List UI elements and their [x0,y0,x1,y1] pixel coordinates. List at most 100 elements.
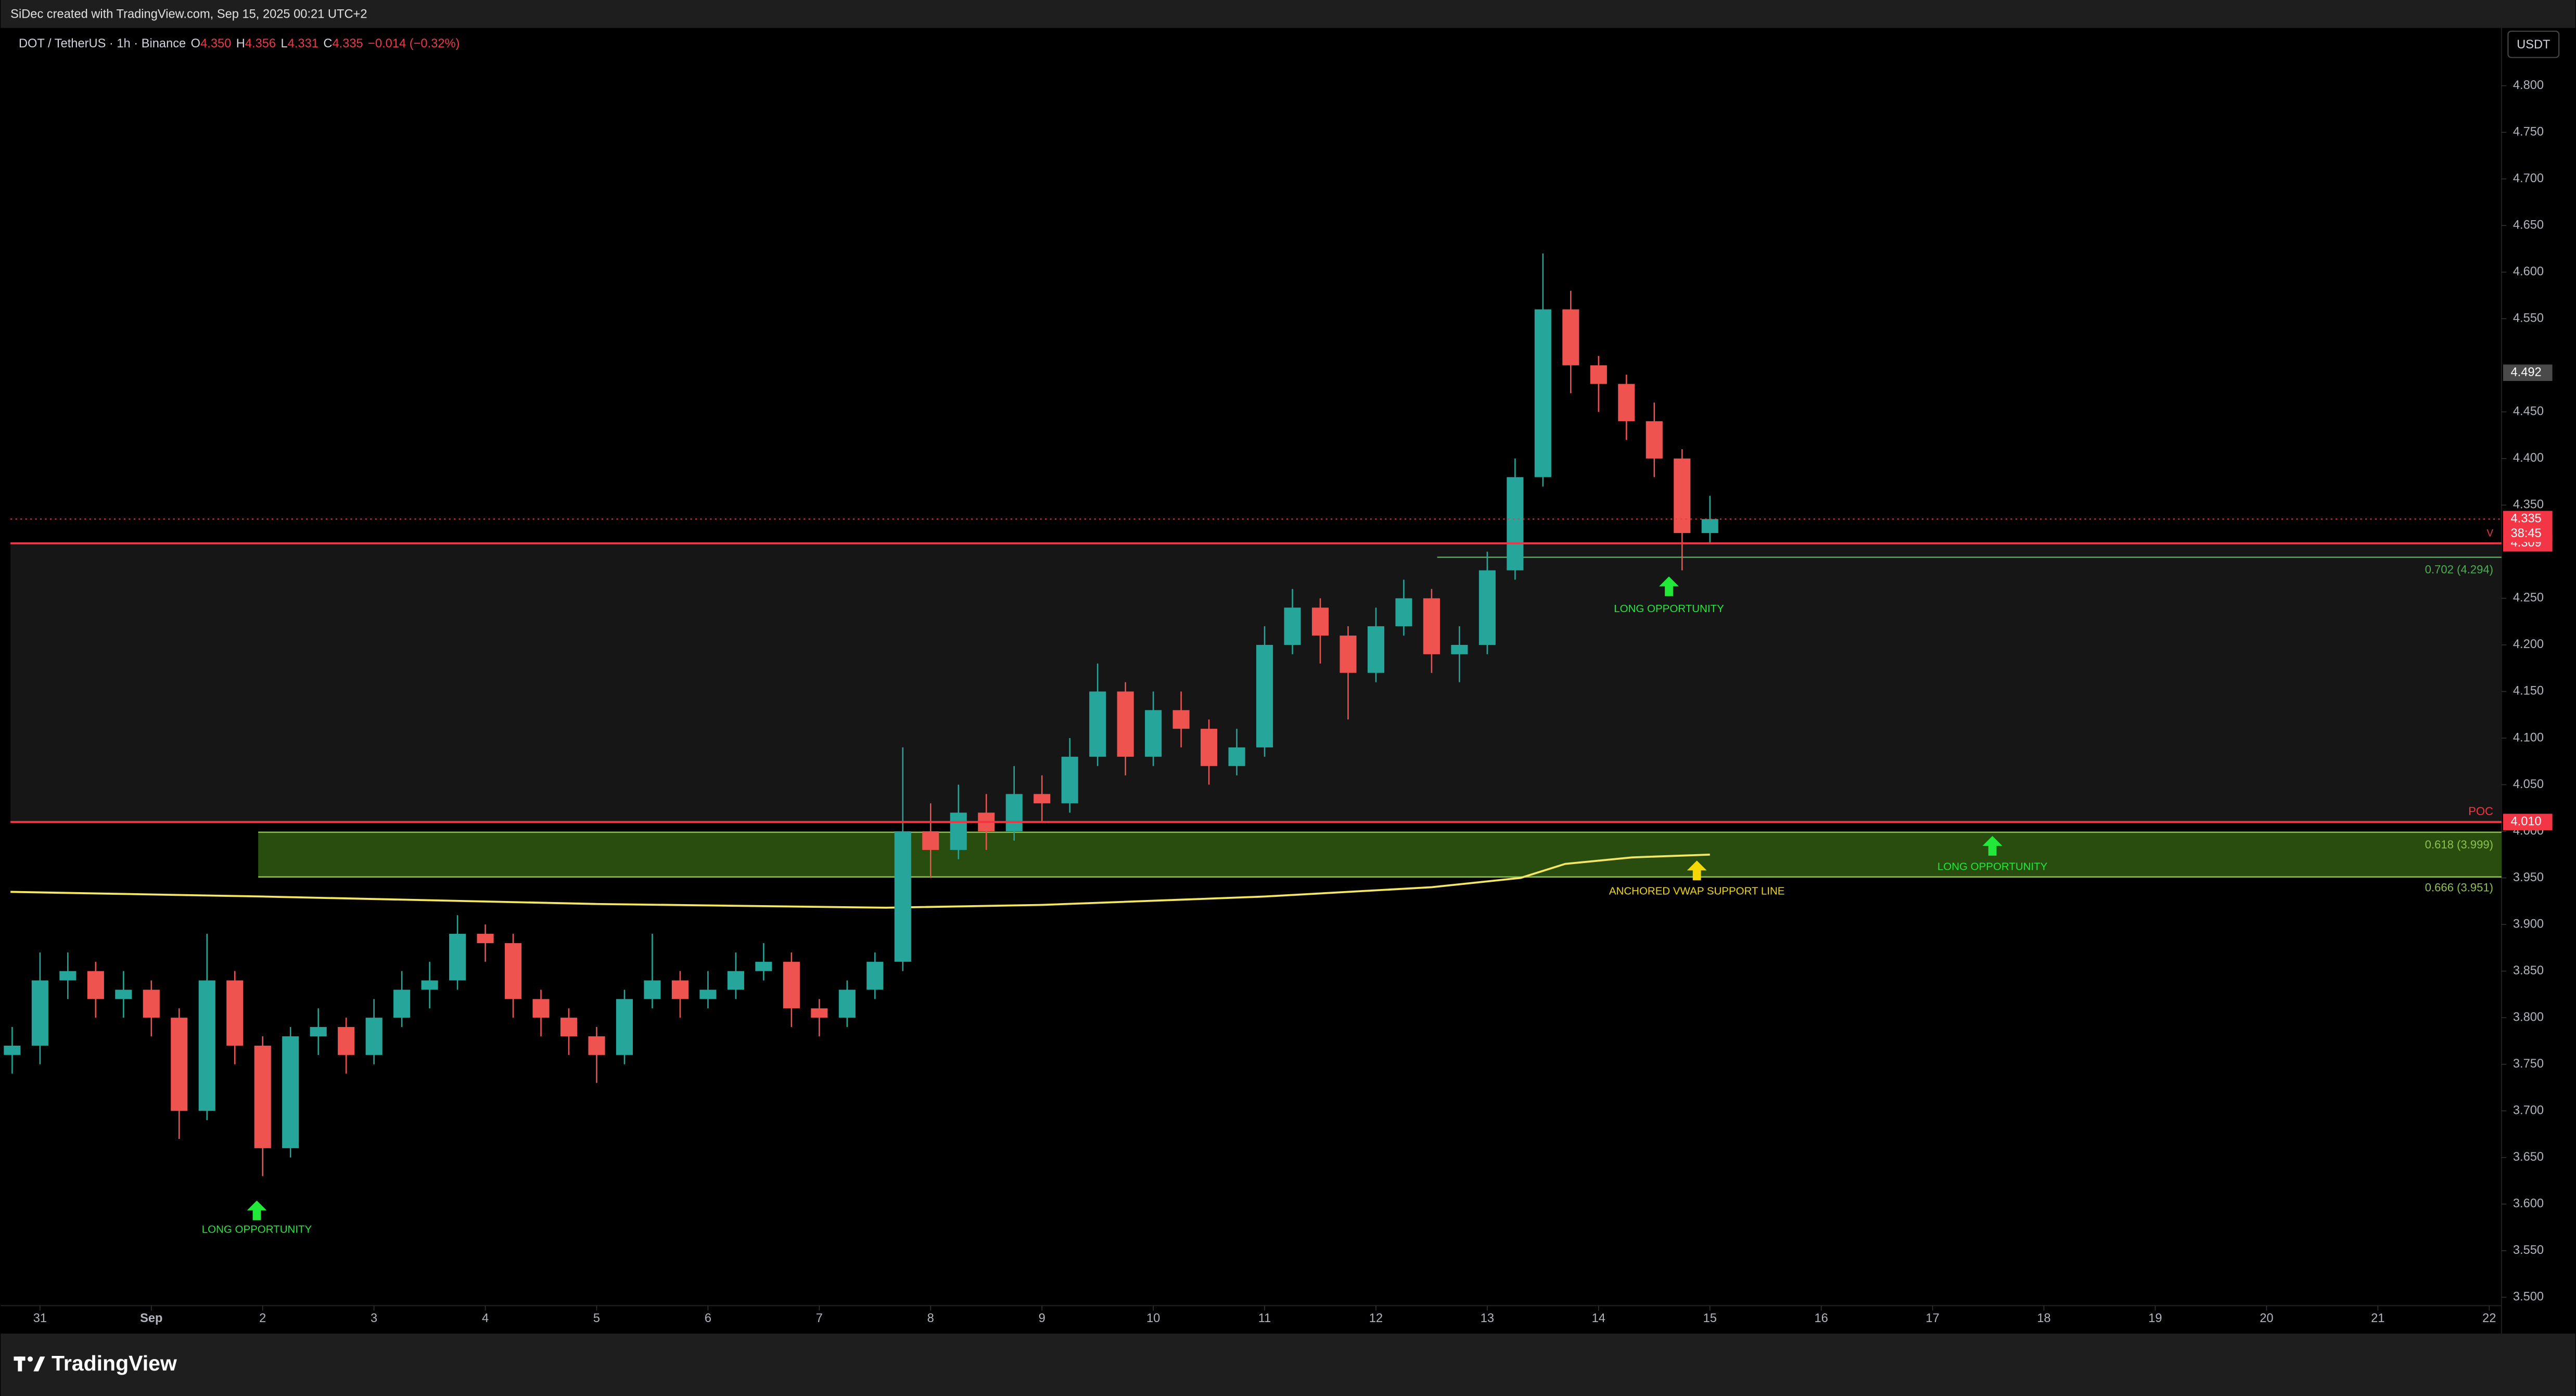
candle-body [811,1008,828,1018]
candle-body [1701,519,1718,534]
x-tick-label: 5 [593,1312,600,1325]
vwap-line [10,853,1710,909]
annotation: ANCHORED VWAP SUPPORT LINE [1609,885,1785,897]
logo-shape [18,1356,22,1372]
candle-body [421,980,438,990]
candle-body [950,813,967,850]
y-tick-label: 4.650 [2513,218,2544,232]
candle-body [1228,747,1245,766]
price-tag [2503,364,2553,381]
logo [14,1356,45,1372]
candle-body [1451,644,1468,654]
x-tick-label: 16 [1815,1312,1828,1325]
legend-item: C [323,37,332,50]
fib-label: 0.702 (4.294) [2425,563,2493,576]
x-tick-label: 17 [1925,1312,1939,1325]
candle-body [755,961,772,971]
candle-body [1534,309,1551,477]
arrow [1659,576,1679,597]
x-tick-label: 18 [2037,1312,2050,1325]
candle-body [1311,607,1329,636]
logo-shape [33,1356,45,1372]
candle-body [1089,691,1106,757]
y-tick-label: 3.600 [2513,1197,2544,1211]
y-tick-label: 3.950 [2513,871,2544,884]
candle-body [1061,756,1078,804]
candle-body [1507,477,1524,570]
y-tick-label: 3.650 [2513,1150,2544,1164]
arrow [247,1200,267,1221]
candle-body [282,1036,299,1148]
y-tick-label: 4.700 [2513,172,2544,185]
candle-body [226,980,244,1046]
candle-body [671,980,688,999]
y-tick-label: 4.100 [2513,731,2544,744]
x-tick-label: 10 [1146,1312,1160,1325]
candle-body [254,1045,271,1148]
credit: SiDec created with TradingView.com, Sep … [10,8,367,21]
y-tick-label: 4.350 [2513,498,2544,512]
candle-body [1034,794,1051,804]
y-tick-label: 4.200 [2513,638,2544,651]
x-tick-label: 31 [33,1312,47,1325]
legend-item: 4.335 [332,37,363,50]
y-tick-label: 4.050 [2513,778,2544,791]
legend-item: H [236,37,245,50]
price-tag-label: 4.335 [2510,512,2541,526]
candle-body [1562,309,1579,365]
candle-body [115,989,132,999]
price-tag-label: 4.492 [2510,365,2541,379]
currency[interactable]: USDT [2517,38,2550,52]
y-tick-label: 4.400 [2513,451,2544,465]
x-tick-label: Sep [140,1312,162,1325]
candle-body [1172,710,1190,729]
x-tick-label: 22 [2482,1312,2496,1325]
x-tick-label: 8 [927,1312,934,1325]
y-tick-label: 4.800 [2513,79,2544,92]
candle-body [922,831,939,850]
candle-body [1395,598,1412,627]
x-tick-label: 9 [1039,1312,1045,1325]
candle-body [477,934,494,943]
x-tick-label: 4 [482,1312,489,1325]
candle-body [393,989,411,1018]
price-tag [2503,511,2553,542]
candle-body [1367,626,1385,673]
x-tick-label: 6 [705,1312,711,1325]
candle-body [588,1036,605,1055]
brand: TradingView [52,1351,177,1375]
annotation: LONG OPPORTUNITY [1614,603,1724,615]
y-tick-label: 4.250 [2513,591,2544,605]
arrow [1687,860,1707,881]
y-tick-label: 3.800 [2513,1010,2544,1024]
candle-body [449,934,466,981]
legend-item: 4.356 [245,37,276,50]
candle-body [365,1018,382,1055]
x-tick-label: 14 [1592,1312,1605,1325]
y-tick-label: 4.750 [2513,125,2544,138]
candle-body [866,961,884,990]
price-tag [2503,814,2553,830]
annotation: LONG OPPORTUNITY [1937,860,2048,872]
y-tick-label: 3.700 [2513,1103,2544,1117]
legend-item: L [281,37,288,50]
candle-body [1145,710,1162,757]
candle-body [644,980,661,999]
candle-body [1618,384,1635,422]
annotation: LONG OPPORTUNITY [202,1224,312,1236]
currency-box[interactable] [2507,30,2560,58]
candle-body [1005,794,1023,832]
candle-body [560,1018,578,1036]
candle-body [338,1027,355,1055]
candle-body [4,1045,21,1055]
x-tick-label: 7 [816,1312,823,1325]
candle-body [1423,598,1440,654]
y-tick-label: 3.850 [2513,964,2544,978]
x-tick-label: 3 [371,1312,377,1325]
legend-item: DOT / TetherUS · 1h · Binance [19,37,186,50]
candle-body [1478,570,1496,645]
candle-body [171,1018,188,1111]
x-tick-label: 21 [2371,1312,2384,1325]
candle-body [1256,644,1273,747]
